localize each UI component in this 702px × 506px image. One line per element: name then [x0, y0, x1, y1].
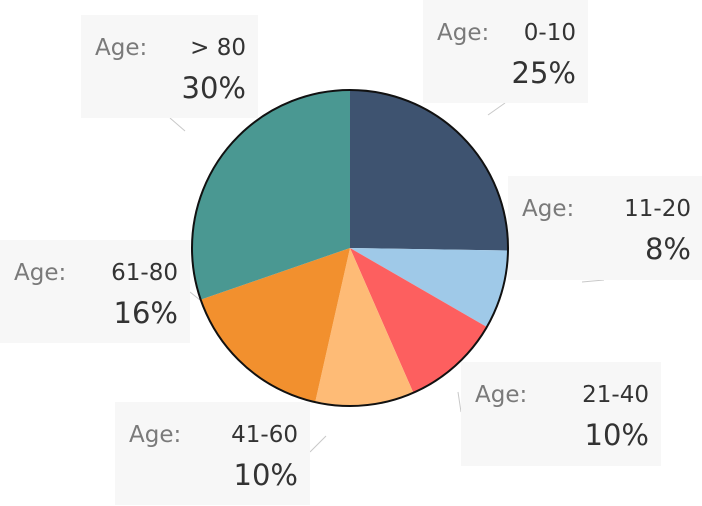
label-value: 10%	[585, 418, 649, 452]
label-key: Age:	[475, 382, 527, 408]
slice-label-6: Age: > 80 30%	[81, 15, 258, 118]
leader-line-2	[581, 279, 605, 283]
label-category: 0-10	[524, 20, 576, 46]
label-box	[81, 15, 258, 118]
leader-line-4	[309, 435, 327, 453]
label-value: 10%	[234, 458, 298, 492]
pie-slice-1[interactable]	[350, 90, 508, 251]
slice-label-4: Age: 41-60 10%	[115, 402, 310, 505]
leader-line-5	[189, 291, 201, 301]
label-box	[508, 176, 702, 280]
pie-slice-4[interactable]	[315, 248, 414, 407]
slice-label-1: Age: 0-10 25%	[423, 0, 588, 103]
label-category: > 80	[190, 35, 246, 61]
pie-slice-5[interactable]	[200, 248, 350, 403]
label-value: 16%	[114, 296, 178, 330]
label-box	[0, 240, 190, 343]
label-category: 41-60	[231, 422, 298, 448]
label-box	[461, 362, 661, 466]
label-key: Age:	[522, 196, 574, 222]
label-key: Age:	[437, 20, 489, 46]
leader-line-3	[457, 391, 462, 413]
pie-outline	[191, 89, 509, 407]
label-key: Age:	[95, 35, 147, 61]
label-box	[115, 402, 310, 505]
label-category: 61-80	[111, 260, 178, 286]
leader-line-6	[169, 117, 186, 132]
pie-slice-2[interactable]	[350, 248, 508, 327]
label-box	[423, 0, 588, 103]
label-key: Age:	[14, 260, 66, 286]
label-value: 30%	[182, 71, 246, 105]
label-value: 8%	[645, 232, 691, 266]
pie-slices	[191, 89, 509, 407]
leader-lines	[169, 102, 605, 453]
label-category: 11-20	[624, 196, 691, 222]
slice-label-2: Age: 11-20 8%	[508, 176, 702, 280]
slice-label-5: Age: 61-80 16%	[0, 240, 190, 343]
label-category: 21-40	[582, 382, 649, 408]
slice-label-3: Age: 21-40 10%	[461, 362, 661, 466]
label-key: Age:	[129, 422, 181, 448]
pie-slice-3[interactable]	[350, 248, 487, 393]
leader-line-1	[487, 102, 506, 116]
label-value: 25%	[512, 56, 576, 90]
pie-slice-6[interactable]	[191, 90, 350, 300]
